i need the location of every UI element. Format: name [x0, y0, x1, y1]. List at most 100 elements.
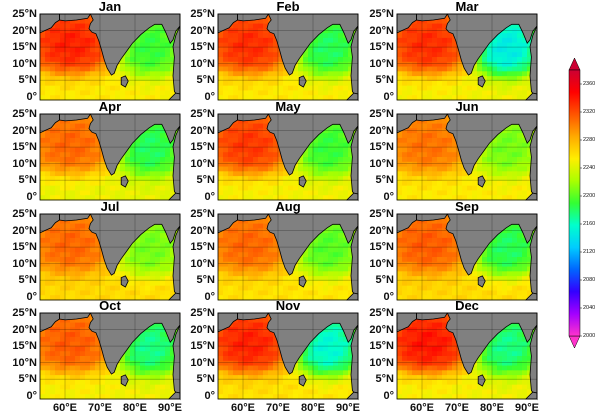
heat-cell — [522, 57, 527, 62]
heat-cell — [248, 167, 253, 172]
heat-cell — [80, 28, 85, 33]
heat-cell — [323, 181, 328, 186]
heat-cell — [233, 162, 238, 167]
heat-cell — [328, 133, 333, 138]
heat-cell — [243, 124, 248, 129]
heat-cell — [273, 186, 278, 191]
heat-cell — [70, 24, 75, 29]
heat-cell — [402, 281, 407, 286]
heat-cell — [268, 52, 273, 57]
heat-cell — [333, 76, 338, 81]
heat-cell — [457, 290, 462, 295]
heat-cell — [150, 257, 155, 262]
heat-cell — [442, 47, 447, 52]
heat-cell — [243, 190, 248, 195]
heat-cell — [517, 267, 522, 272]
heat-cell — [218, 186, 223, 191]
heat-cell — [412, 271, 417, 276]
heat-cell — [442, 62, 447, 67]
heat-cell — [233, 47, 238, 52]
heat-cell — [238, 90, 243, 95]
heat-cell — [492, 162, 497, 167]
heat-cell — [80, 247, 85, 252]
heat-cell — [263, 262, 268, 267]
heat-cell — [60, 238, 65, 243]
heat-cell — [80, 337, 85, 342]
heat-cell — [110, 281, 115, 286]
heat-cell — [502, 267, 507, 272]
heat-cell — [407, 171, 412, 176]
heat-cell — [85, 286, 90, 291]
heat-cell — [397, 33, 402, 38]
heat-cell — [120, 262, 125, 267]
heat-cell — [105, 286, 110, 291]
heat-cell — [223, 33, 228, 38]
heat-cell — [40, 90, 45, 95]
heat-cell — [70, 356, 75, 361]
heat-cell — [218, 257, 223, 262]
heat-cell — [55, 233, 60, 238]
heat-cell — [105, 90, 110, 95]
heat-cell — [447, 276, 452, 281]
heat-cell — [522, 62, 527, 67]
heat-cell — [75, 71, 80, 76]
heat-cell — [522, 181, 527, 186]
heat-cell — [233, 271, 238, 276]
heat-cell — [502, 271, 507, 276]
heat-cell — [160, 337, 165, 342]
heat-cell — [55, 86, 60, 91]
heat-cell — [130, 366, 135, 371]
heat-cell — [273, 47, 278, 52]
heat-cell — [318, 257, 323, 262]
heat-cell — [150, 276, 155, 281]
heat-cell — [502, 90, 507, 95]
heat-cell — [432, 33, 437, 38]
heat-cell — [437, 167, 442, 172]
heat-cell — [218, 90, 223, 95]
heat-cell — [223, 262, 228, 267]
heat-cell — [442, 71, 447, 76]
heat-cell — [313, 157, 318, 162]
heat-cell — [55, 124, 60, 129]
heat-cell — [462, 281, 467, 286]
heat-cell — [243, 257, 248, 262]
heat-cell — [517, 62, 522, 67]
heat-cell — [45, 157, 50, 162]
heat-cell — [248, 147, 253, 152]
heat-cell — [45, 138, 50, 143]
heat-cell — [512, 233, 517, 238]
heat-cell — [40, 361, 45, 366]
heat-cell — [417, 290, 422, 295]
heat-cell — [522, 81, 527, 86]
heat-cell — [65, 124, 70, 129]
heat-cell — [100, 167, 105, 172]
heat-cell — [223, 257, 228, 262]
heat-cell — [50, 233, 55, 238]
heat-cell — [160, 33, 165, 38]
heat-cell — [303, 262, 308, 267]
heat-cell — [233, 52, 238, 57]
heat-cell — [402, 257, 407, 262]
heat-cell — [482, 257, 487, 262]
heat-cell — [273, 86, 278, 91]
heat-cell — [417, 133, 422, 138]
heat-cell — [492, 262, 497, 267]
heat-cell — [522, 162, 527, 167]
heat-cell — [397, 262, 402, 267]
heat-cell — [75, 327, 80, 332]
heat-cell — [452, 162, 457, 167]
heat-cell — [150, 47, 155, 52]
heat-cell — [258, 52, 263, 57]
heat-cell — [130, 81, 135, 86]
heat-cell — [40, 62, 45, 67]
heat-cell — [462, 90, 467, 95]
heat-cell — [135, 90, 140, 95]
heat-cell — [283, 86, 288, 91]
heat-cell — [303, 167, 308, 172]
heat-cell — [243, 81, 248, 86]
heat-cell — [253, 28, 258, 33]
heat-cell — [50, 57, 55, 62]
heat-cell — [313, 171, 318, 176]
heat-cell — [522, 257, 527, 262]
heat-cell — [502, 167, 507, 172]
